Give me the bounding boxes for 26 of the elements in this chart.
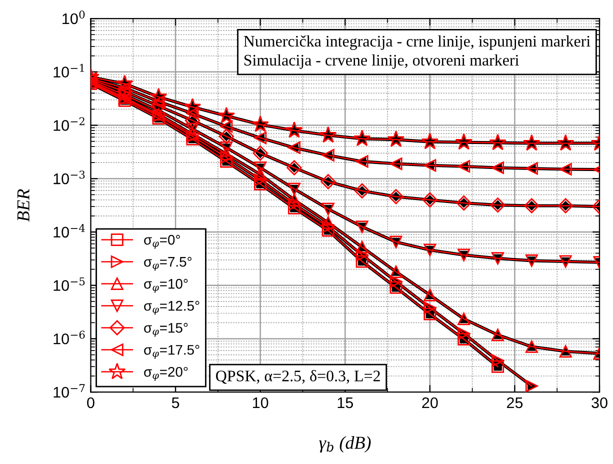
legend-label: σ$_{φ}$=20° [144,366,188,381]
y-tick-label: 10$^{−7}$ [54,384,85,398]
legend-label: σ$_{φ}$=15° [144,322,188,337]
x-tick-label: 20 [422,397,438,408]
legend-label: σ$_{φ}$=17.5° [144,344,200,359]
x-axis-title: γ$_{b}$ (dB) [319,436,371,453]
y-tick-label: 10$^{−4}$ [54,224,85,238]
x-tick-label: 30 [592,397,608,408]
legend-label: σ$_{φ}$=10° [144,278,188,293]
y-tick-label: 10$^{−2}$ [54,117,84,131]
y-tick-label: 10$^{−5}$ [54,277,85,291]
legend-label: σ$_{φ}$=0° [144,234,180,249]
y-tick-label: 10$^{−6}$ [54,330,85,344]
y-tick-label: 10$^{−3}$ [54,170,85,184]
annotation: Numercička integracija - crne linije, ispunjeni markeri Simulacija - crvene linije, otvoreni markeri [244,35,590,69]
y-tick-label: 10$^{0}$ [62,10,85,24]
x-tick-label: 10 [252,397,268,408]
x-tick-label: 15 [338,398,353,408]
y-axis-title: BER [17,189,30,222]
x-tick-label: 0 [87,397,94,408]
legend-label: σ$_{φ}$=7.5° [144,256,192,271]
y-tick-label: 10$^{−1}$ [54,64,84,78]
x-tick-label: 5 [172,398,180,408]
x-tick-label: 25 [506,397,523,408]
annotation: QPSK, α=2.5, δ=0.3, L=2 [216,370,380,384]
legend-label: σ$_{φ}$=12.5° [144,300,200,315]
